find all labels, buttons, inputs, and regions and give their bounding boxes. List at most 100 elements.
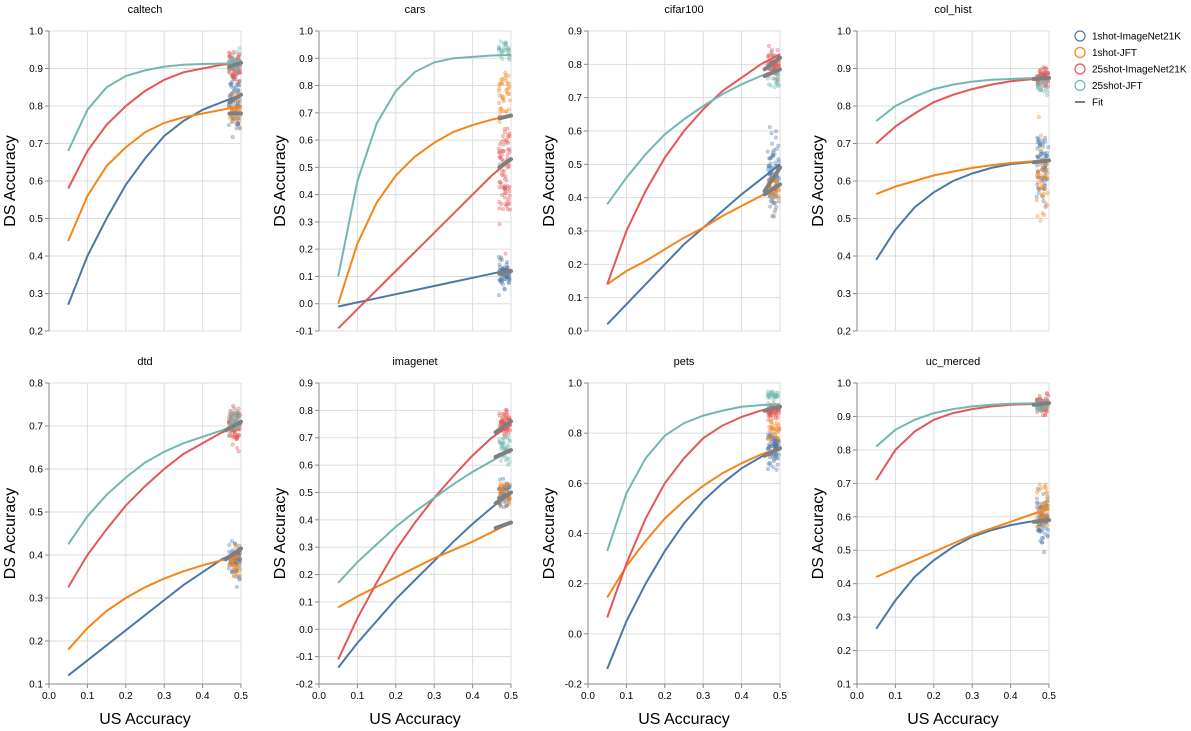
y-tick-label: 0.8 (299, 406, 313, 417)
data-point (771, 66, 776, 71)
data-point (1039, 193, 1044, 198)
data-point (506, 456, 511, 461)
data-point (500, 442, 505, 447)
fit-line-1 (223, 419, 243, 433)
data-point (765, 466, 771, 472)
data-point (237, 46, 242, 51)
data-point (1034, 163, 1040, 168)
data-point (501, 439, 507, 445)
data-point (768, 463, 773, 468)
data-point (226, 50, 231, 55)
data-point (502, 183, 508, 188)
data-point (767, 395, 772, 400)
data-point (773, 438, 778, 443)
y-tick-label: 0.1 (568, 293, 582, 304)
data-point (776, 428, 781, 433)
data-point (235, 122, 240, 127)
data-point (769, 390, 774, 395)
data-point (501, 149, 506, 154)
y-tick-label: 0.2 (837, 327, 851, 338)
data-point (237, 427, 242, 432)
data-point (505, 91, 510, 96)
data-point (1043, 65, 1048, 71)
data-point (766, 53, 772, 58)
x-tick-label: 0.3 (427, 691, 441, 702)
data-point (499, 148, 504, 153)
data-point (1043, 166, 1048, 171)
data-point (232, 70, 237, 75)
data-point (1043, 503, 1049, 508)
data-point (771, 201, 776, 206)
y-tick-label: 0.0 (299, 625, 313, 636)
data-point (502, 176, 508, 181)
data-point (497, 222, 502, 227)
data-point (236, 573, 241, 579)
y-tick-label: 0.3 (29, 594, 43, 605)
data-point (228, 409, 233, 414)
data-point (1035, 169, 1041, 174)
data-point (774, 393, 779, 398)
x-tick-label: 0.2 (119, 691, 133, 702)
data-point (1037, 524, 1042, 529)
data-point (774, 427, 779, 432)
data-point (770, 455, 775, 460)
data-point (505, 187, 511, 192)
data-point (504, 262, 509, 267)
data-point (766, 55, 771, 60)
data-point (227, 54, 232, 59)
data-point (1042, 500, 1047, 505)
y-tick-label: 0.9 (29, 64, 43, 75)
data-point (1035, 174, 1040, 179)
y-tick-label: 0.3 (837, 613, 851, 624)
panel-title: col_hist (934, 4, 971, 16)
y-axis-title: DS Accuracy (810, 488, 827, 580)
data-point (231, 435, 236, 440)
data-point (774, 179, 780, 185)
data-point (769, 413, 774, 418)
fit-line-2 (493, 419, 513, 435)
fit-line-1 (762, 404, 782, 413)
series-line-25shot-imagenet21k (606, 53, 781, 285)
point-cluster-25shot-imagenet21k (496, 114, 512, 256)
data-point (772, 442, 777, 447)
data-point (507, 98, 512, 103)
data-point (1038, 71, 1043, 77)
data-point (237, 557, 242, 562)
data-point (1037, 88, 1042, 93)
data-point (774, 420, 779, 425)
data-point (503, 435, 508, 440)
data-point (497, 264, 502, 269)
data-point (774, 179, 779, 184)
data-point (230, 56, 235, 61)
data-point (773, 454, 778, 459)
data-point (237, 100, 242, 105)
data-point (499, 446, 504, 451)
data-point (499, 419, 504, 424)
data-point (1045, 150, 1050, 155)
data-point (1038, 71, 1043, 76)
data-point (506, 415, 511, 420)
data-point (1040, 185, 1045, 190)
data-point (775, 72, 781, 77)
data-point (767, 156, 772, 161)
data-point (771, 398, 776, 403)
data-point (772, 432, 777, 437)
data-point (233, 68, 238, 73)
data-point (1041, 413, 1046, 418)
data-point (1037, 488, 1042, 493)
data-point (229, 115, 234, 120)
data-point (1041, 187, 1046, 192)
data-point (1038, 173, 1043, 178)
data-point (503, 191, 509, 196)
data-point (1044, 67, 1049, 72)
data-point (775, 430, 780, 435)
data-point (1044, 503, 1049, 508)
y-tick-label: -0.1 (296, 652, 314, 663)
data-point (1039, 514, 1045, 519)
y-tick-label: 1.0 (29, 27, 43, 38)
data-point (503, 487, 508, 492)
data-point (774, 190, 779, 195)
data-point (1041, 535, 1046, 540)
data-point (507, 189, 512, 194)
data-point (1041, 512, 1046, 517)
